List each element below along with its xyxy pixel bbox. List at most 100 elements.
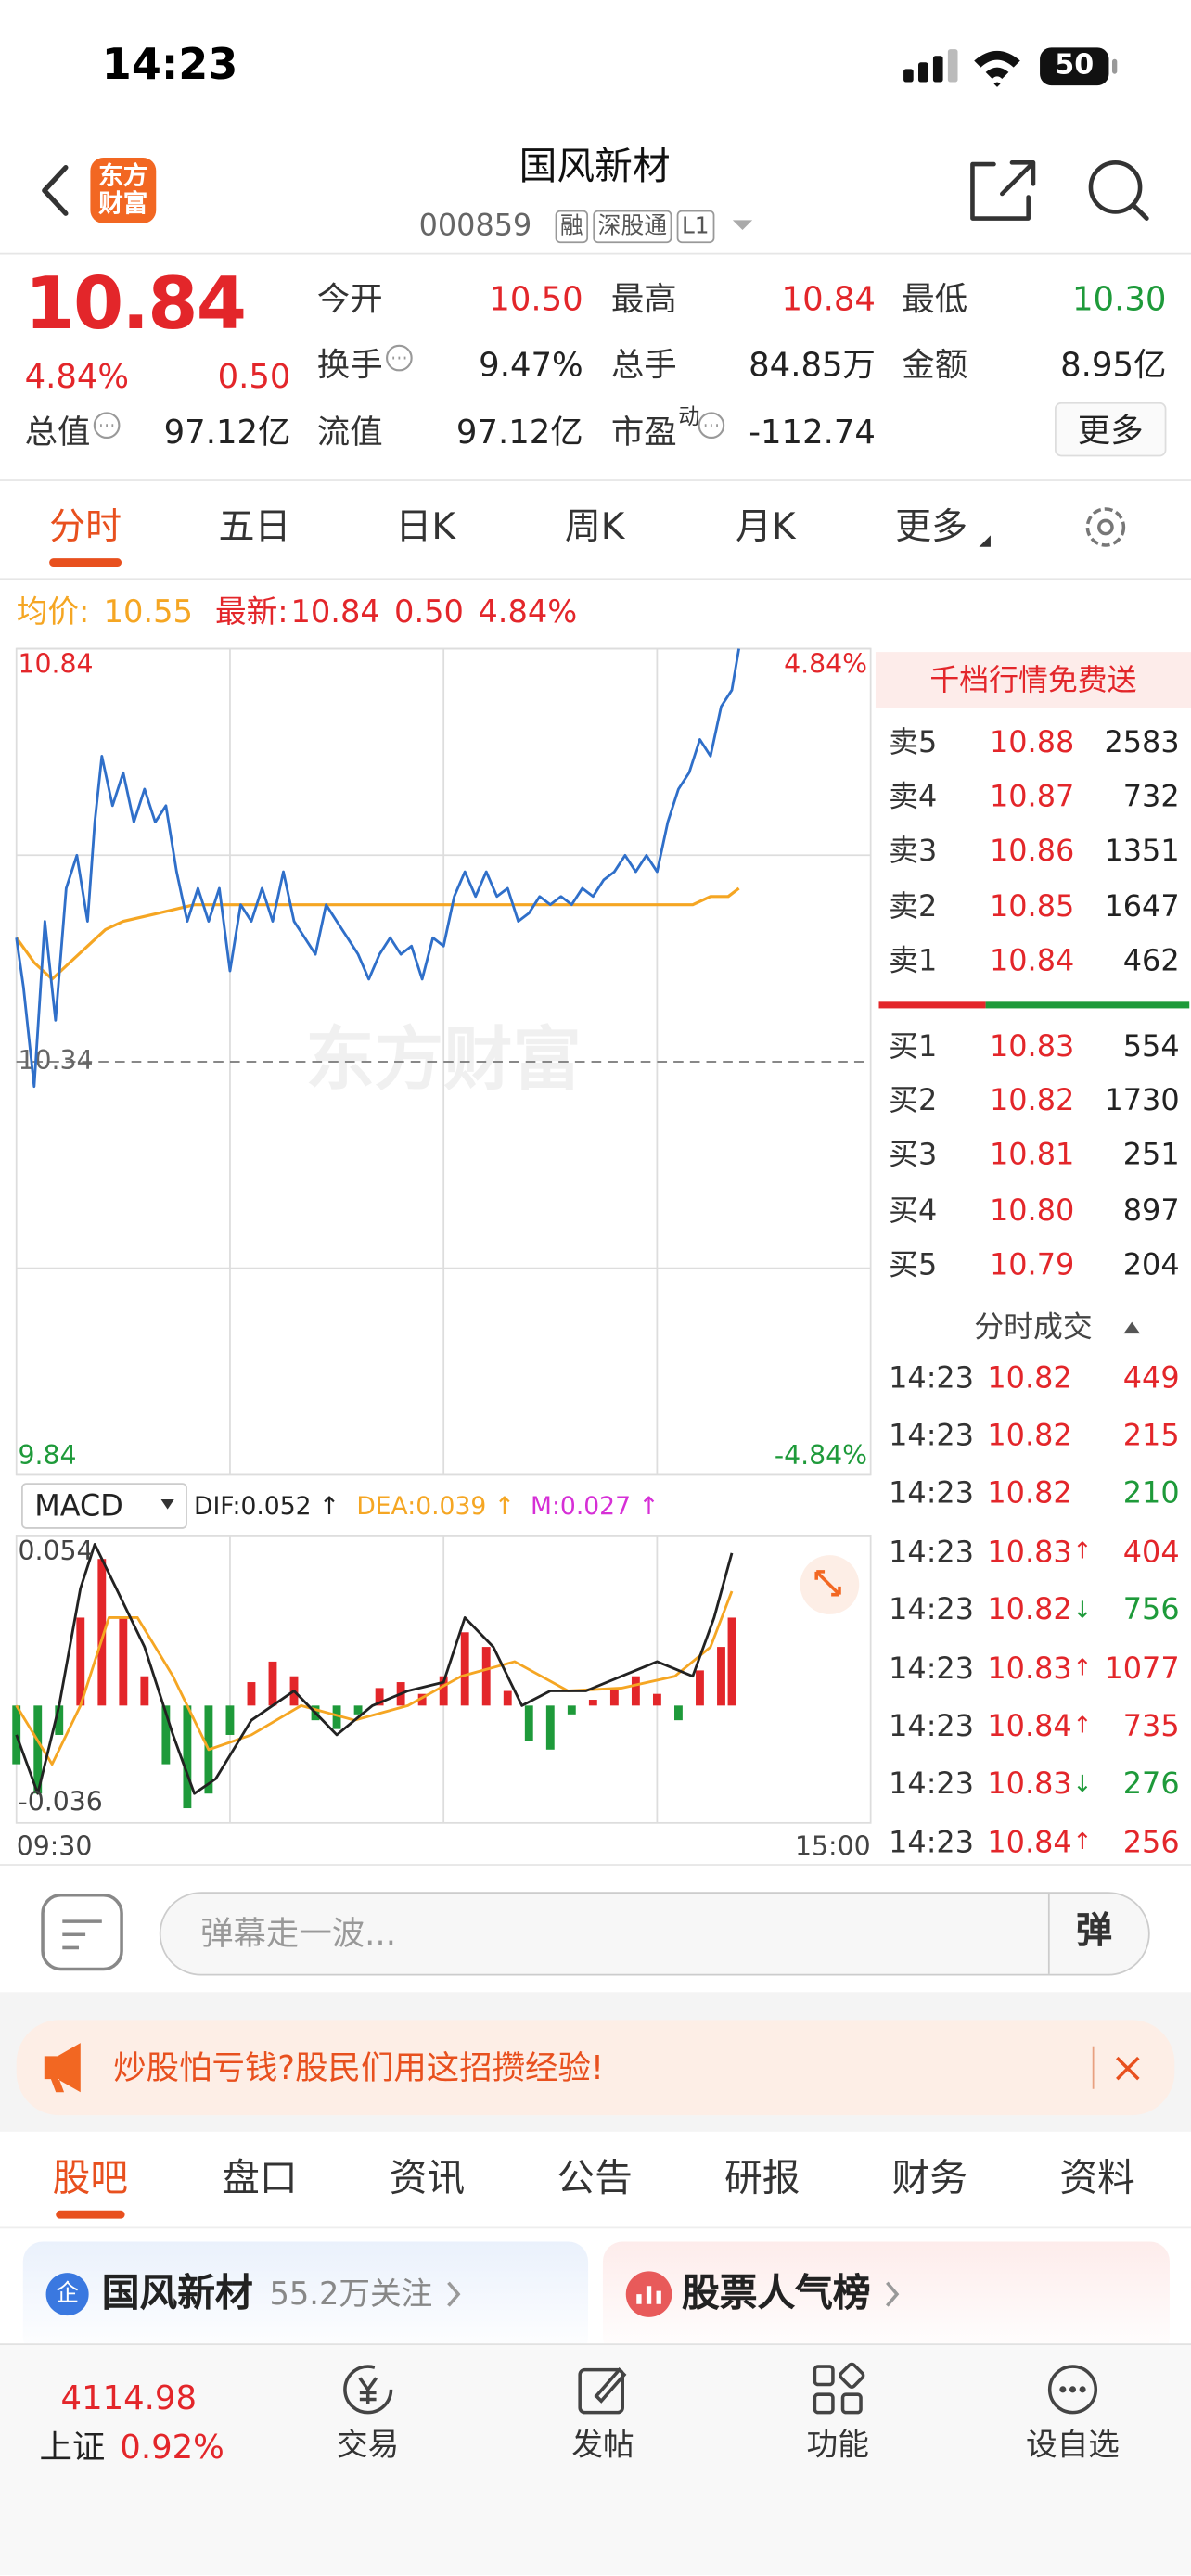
danmaku-button[interactable]: 弹 — [1076, 1911, 1113, 1953]
series-line — [15, 1543, 734, 1795]
icon-shape — [358, 2377, 378, 2404]
card-left[interactable] — [22, 2241, 589, 2357]
ad-close[interactable] — [1116, 2056, 1140, 2081]
book-label: 买3 — [889, 1138, 938, 1174]
card-subtitle: 55.2万关注 — [269, 2276, 433, 2313]
signal-bar — [947, 49, 958, 83]
card-title: 股票人气榜 — [681, 2272, 871, 2315]
macd-bar — [652, 1693, 661, 1706]
chart-tab[interactable]: 分时 — [49, 507, 122, 549]
section-tab[interactable]: 公告 — [557, 2157, 633, 2200]
section-tab[interactable]: 研报 — [724, 2157, 800, 2200]
y-tick-label: 9.84 — [18, 1440, 76, 1471]
card-icon — [45, 2273, 89, 2316]
trades-toggle[interactable] — [1123, 1321, 1141, 1334]
nav-icon[interactable] — [340, 2362, 396, 2417]
book-label: 买5 — [889, 1248, 938, 1283]
card-right[interactable] — [602, 2241, 1170, 2357]
more-button[interactable] — [1055, 402, 1167, 457]
macd-bar — [225, 1705, 235, 1735]
signal-bar — [918, 62, 928, 83]
chart-tab[interactable]: 周K — [564, 507, 625, 549]
macd-bar — [353, 1705, 363, 1715]
section-tab[interactable]: 财务 — [891, 2157, 968, 2200]
info-icon[interactable] — [698, 412, 725, 440]
book-price: 10.79 — [989, 1248, 1075, 1283]
nav-item[interactable]: 功能 — [806, 2427, 869, 2464]
info-icon[interactable] — [386, 344, 413, 372]
info-icon[interactable] — [93, 412, 121, 440]
comment-icon[interactable] — [41, 1894, 123, 1971]
promo-text[interactable]: 千档行情免费送 — [929, 662, 1137, 697]
macd-bar — [97, 1559, 107, 1706]
dropdown-arrow[interactable] — [732, 220, 753, 230]
nav-item[interactable]: 设自选 — [1025, 2427, 1120, 2464]
trade-time: 14:23 — [889, 1593, 975, 1628]
trade-time: 14:23 — [889, 1418, 975, 1454]
book-volume: 462 — [1122, 944, 1180, 979]
trade-time: 14:23 — [889, 1825, 975, 1861]
section-underline — [56, 2210, 125, 2219]
logo-box — [90, 158, 157, 223]
book-label: 买4 — [889, 1192, 938, 1229]
summary-item: 均价: — [16, 594, 90, 631]
card-icon-bars — [636, 2286, 661, 2304]
chart-tab[interactable]: 日K — [395, 507, 455, 549]
ad-text[interactable]: 炒股怕亏钱?股民们用这招攒经验! — [113, 2047, 605, 2087]
nav-icon[interactable] — [1044, 2362, 1100, 2417]
settings-button[interactable] — [1085, 507, 1126, 547]
nav-icon[interactable] — [810, 2362, 865, 2417]
summary-item: 0.50 — [394, 594, 464, 631]
stock-tag: 深股通 — [593, 210, 672, 244]
macd-bar — [588, 1700, 597, 1706]
macd-bar — [332, 1705, 341, 1729]
macd-legend: DIF:0.052 ↑ — [193, 1490, 340, 1521]
chart-tab[interactable]: 五日 — [218, 507, 291, 549]
nav-icon[interactable] — [575, 2362, 631, 2417]
comment-input[interactable] — [159, 1892, 1150, 1976]
index-value: 4114.98 — [60, 2378, 198, 2417]
macd-bar — [524, 1705, 533, 1741]
trade-volume: 404 — [1122, 1535, 1180, 1570]
book-price: 10.81 — [989, 1138, 1075, 1174]
nav-icon-watch — [1047, 2365, 1098, 2415]
macd-bar — [417, 1693, 427, 1706]
trade-price: 10.82 — [987, 1418, 1072, 1454]
section-tab[interactable]: 资料 — [1059, 2157, 1135, 2200]
macd-bar — [140, 1676, 149, 1706]
search-button[interactable] — [1088, 160, 1143, 214]
icon-shape — [1047, 2365, 1098, 2415]
book-price: 10.84 — [989, 944, 1075, 979]
nav-item[interactable]: 发帖 — [571, 2427, 634, 2464]
trade-time: 14:23 — [889, 1535, 975, 1570]
chart-tab[interactable]: 月K — [736, 507, 796, 549]
macd-select[interactable] — [21, 1483, 187, 1529]
change: 0.50 — [217, 355, 291, 395]
book-volume: 1730 — [1104, 1083, 1180, 1118]
y2-tick-label: -4.84% — [775, 1440, 867, 1471]
book-label: 买1 — [889, 1028, 938, 1064]
book-volume: 554 — [1122, 1028, 1180, 1064]
section-tab[interactable]: 股吧 — [52, 2157, 129, 2200]
macd-bar — [55, 1705, 64, 1735]
section-tab[interactable]: 资讯 — [389, 2157, 466, 2200]
macd-legend: M:0.027 ↑ — [531, 1490, 660, 1521]
trade-arrow: ↑ — [1072, 1830, 1093, 1856]
share-button[interactable] — [970, 160, 1036, 221]
field-value: 8.95亿 — [1060, 344, 1167, 384]
chart-tab[interactable]: 更多 — [895, 507, 968, 549]
trade-volume: 256 — [1122, 1825, 1180, 1861]
section-tab[interactable]: 盘口 — [222, 2157, 298, 2200]
nav-item[interactable]: 交易 — [337, 2427, 400, 2464]
book-volume: 897 — [1122, 1192, 1180, 1229]
trade-price: 10.83 — [987, 1535, 1072, 1570]
settings-inner — [1097, 518, 1114, 536]
trade-volume: 215 — [1122, 1418, 1180, 1454]
trade-volume: 276 — [1122, 1767, 1180, 1803]
field-label: 市盈 — [610, 411, 677, 452]
trade-price: 10.83 — [987, 1651, 1072, 1686]
trade-price: 10.82 — [987, 1476, 1072, 1511]
battery-cap — [1111, 58, 1118, 74]
series-line — [15, 886, 740, 981]
back-button[interactable] — [42, 164, 69, 216]
